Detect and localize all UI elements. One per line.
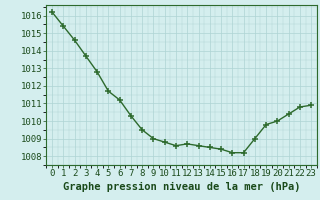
X-axis label: Graphe pression niveau de la mer (hPa): Graphe pression niveau de la mer (hPa) — [63, 182, 300, 192]
